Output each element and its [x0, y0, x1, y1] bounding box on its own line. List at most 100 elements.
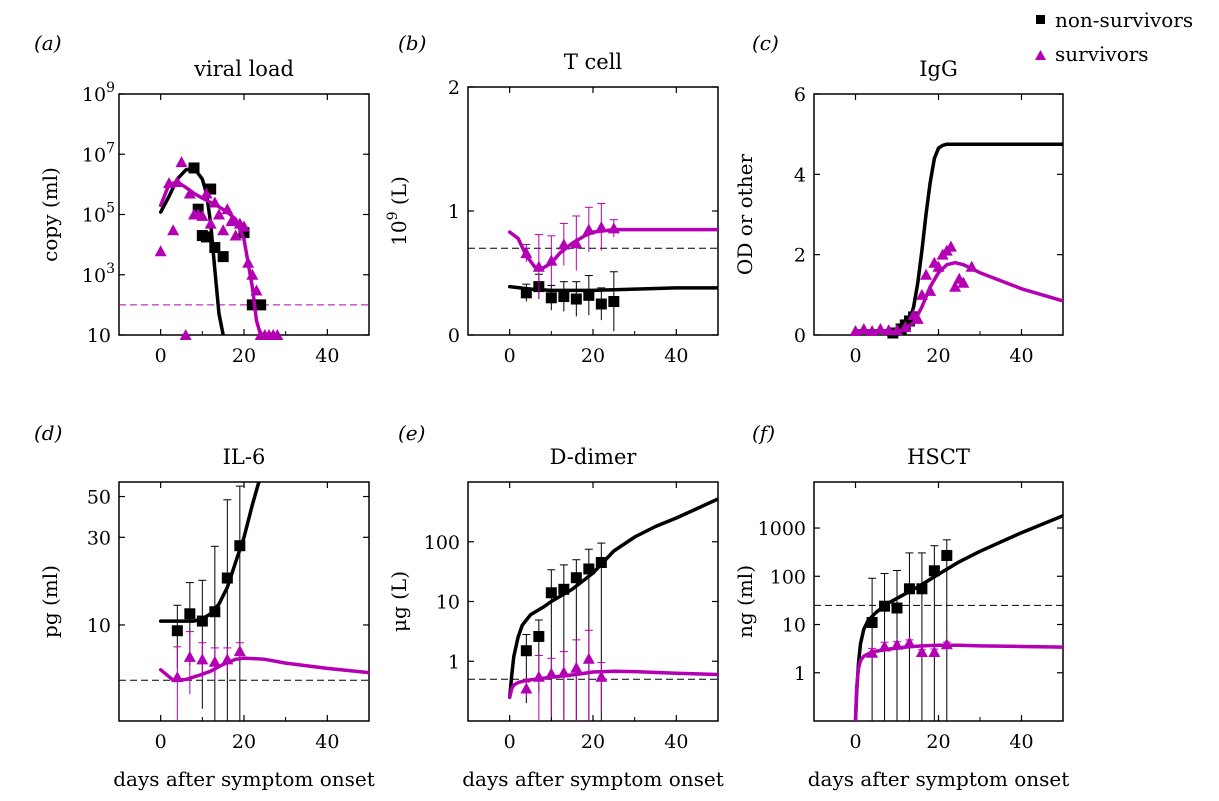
panel-d: (d) IL-6 0 20 40 10 30 50 pg (ml) days after symp…	[34, 421, 375, 791]
y-tick-label: 6	[794, 84, 806, 106]
data-point-survivors	[915, 288, 928, 300]
data-point-survivors	[940, 638, 953, 650]
data-point-survivors	[167, 224, 180, 236]
panel-label-d: (d)	[34, 421, 62, 445]
data-point-survivors	[857, 322, 870, 334]
data-point-survivors	[229, 229, 242, 241]
data-point-survivors	[271, 329, 284, 340]
data-point-non-survivors	[209, 606, 221, 618]
panel-c: (c) IgG 0 20 40 0 2 4 6 OD or other	[733, 31, 1064, 367]
data-point-non-survivors	[891, 602, 903, 614]
data-point-non-survivors	[533, 630, 545, 642]
data-point-survivors	[233, 645, 246, 657]
data-point-non-survivors	[171, 625, 183, 637]
y-tick-label: 1	[794, 663, 806, 685]
legend-marker-non-survivors	[1036, 15, 1045, 24]
data-point-survivors	[250, 284, 263, 296]
x-tick-label: 20	[581, 731, 605, 753]
data-point-survivors	[932, 260, 945, 272]
data-point-survivors	[878, 640, 891, 652]
x-tick-label: 40	[315, 731, 339, 753]
data-point-survivors	[200, 187, 213, 199]
data-point-survivors	[520, 682, 533, 694]
y-tick-label: 1	[448, 651, 460, 673]
data-point-survivors	[882, 324, 895, 336]
y-tick-label: 105	[82, 201, 115, 227]
data-point-survivors	[582, 652, 595, 664]
data-point-survivors	[246, 268, 259, 280]
y-tick-label: 103	[82, 261, 115, 287]
x-tick-label: 40	[1009, 731, 1033, 753]
data-point-non-survivors	[903, 583, 915, 595]
model-curve-survivors-f	[853, 643, 1063, 721]
plot-frame-d	[118, 481, 370, 722]
model-curve-non-survivors-e	[507, 497, 718, 699]
data-point-non-survivors	[941, 549, 953, 561]
data-point-survivors	[924, 284, 937, 296]
data-point-non-survivors	[201, 231, 212, 243]
y-tick-label: 100	[770, 566, 806, 588]
x-tick-label: 0	[155, 345, 167, 367]
y-axis-label-c: OD or other	[733, 154, 757, 276]
data-point-non-survivors	[545, 292, 557, 304]
data-point-survivors	[891, 324, 903, 336]
data-point-survivors	[154, 245, 167, 257]
data-point-survivors	[866, 646, 879, 658]
panel-label-e: (e)	[398, 421, 425, 445]
panel-label-a: (a)	[34, 31, 62, 55]
data-point-survivors	[163, 177, 175, 189]
panel-a: (a) viral load 0 20 40 10 103 105 107 109 copy (ml…	[34, 31, 370, 367]
x-tick-label: 20	[581, 345, 605, 367]
y-axis-label-b: 109 (L)	[385, 176, 411, 246]
x-tick-label: 20	[926, 731, 950, 753]
x-tick-label: 0	[504, 345, 516, 367]
data-point-non-survivors	[570, 293, 582, 305]
data-point-survivors	[920, 268, 933, 280]
data-point-non-survivors	[595, 556, 607, 568]
data-point-survivors	[928, 645, 941, 657]
data-point-survivors	[557, 666, 570, 678]
data-point-non-survivors	[205, 183, 217, 195]
data-point-survivors	[582, 223, 595, 235]
data-point-survivors	[570, 237, 583, 249]
data-point-survivors	[196, 653, 209, 665]
data-point-survivors	[607, 222, 620, 234]
data-point-survivors	[899, 320, 912, 332]
data-point-survivors	[874, 322, 887, 334]
y-tick-label: 109	[82, 80, 115, 106]
x-tick-label: 20	[232, 731, 256, 753]
x-tick-label: 40	[664, 345, 688, 367]
chart-title-e: D-dimer	[550, 445, 638, 469]
plot-frame-f	[813, 481, 1064, 722]
data-point-survivors	[570, 661, 583, 673]
panel-label-f: (f)	[752, 421, 775, 445]
panel-f: (f) HSCT 0 20 40 1 10 100 1000 ng (ml) days after …	[733, 421, 1069, 791]
data-point-survivors	[221, 203, 234, 215]
model-curve-non-survivors-c	[853, 142, 1063, 333]
data-point-survivors	[208, 196, 221, 208]
data-point-survivors	[949, 280, 962, 292]
data-point-survivors	[183, 187, 196, 199]
data-point-non-survivors	[595, 298, 607, 310]
y-tick-label: 107	[82, 140, 115, 166]
data-point-non-survivors	[188, 162, 200, 174]
chart-title-b: T cell	[564, 50, 623, 74]
data-point-survivors	[545, 667, 558, 679]
x-tick-label: 40	[664, 731, 688, 753]
data-point-non-survivors	[184, 608, 196, 620]
y-tick-label: 10	[87, 615, 111, 637]
model-curve-non-survivors-d	[158, 482, 261, 623]
data-point-non-survivors	[583, 563, 595, 575]
data-point-survivors	[238, 220, 250, 232]
data-point-non-survivors	[583, 289, 595, 301]
plot-frame-a	[118, 93, 370, 336]
data-point-survivors	[595, 221, 608, 233]
data-point-non-survivors	[558, 291, 570, 303]
data-point-survivors	[221, 653, 234, 665]
y-axis-label-a: copy (ml)	[38, 167, 62, 262]
legend-marker-survivors	[1035, 50, 1046, 60]
y-tick-label: 10	[87, 325, 111, 347]
x-tick-label: 20	[926, 345, 950, 367]
x-tick-label: 40	[1009, 345, 1033, 367]
